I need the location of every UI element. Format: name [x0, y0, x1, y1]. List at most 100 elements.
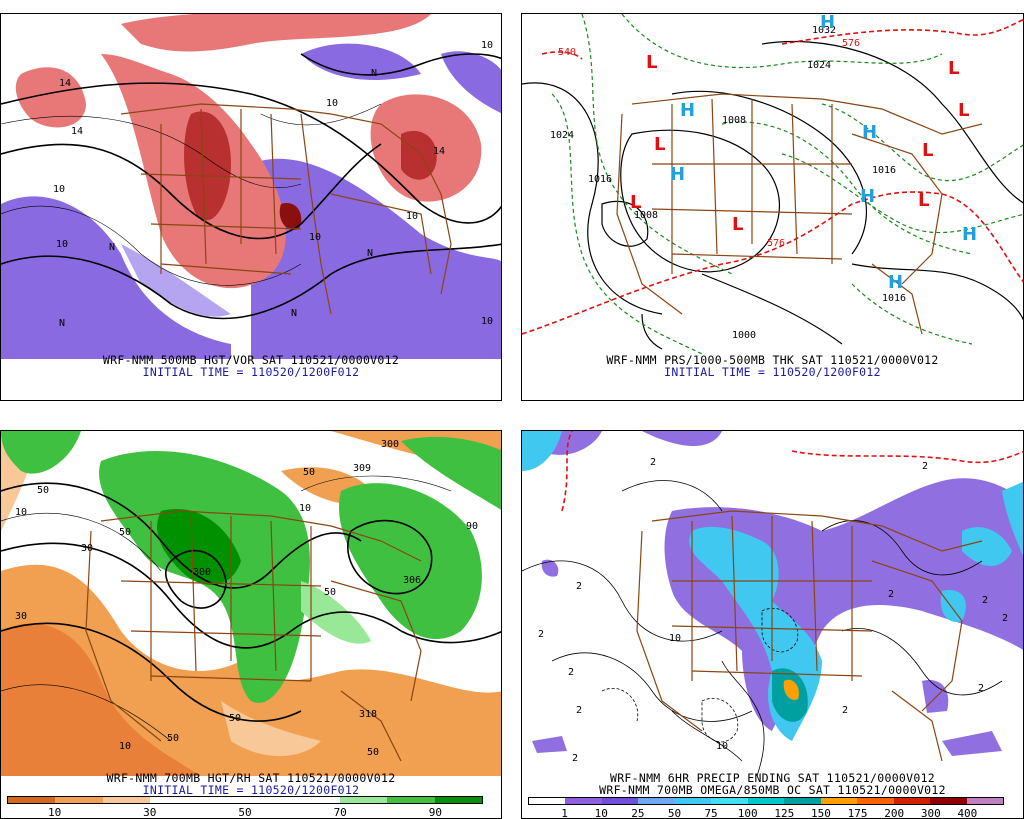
colorbar-swatch [674, 798, 712, 804]
contour-label: 10 [119, 741, 131, 752]
high-pressure-marker: H [820, 14, 835, 33]
high-pressure-marker: H [680, 100, 695, 121]
panel-500mb-hgt-vor: 14 14 10 10 10 10 14 10 10 10 N N N N N … [0, 13, 502, 401]
colorbar-swatch [292, 797, 340, 803]
colorbar-swatch [565, 798, 602, 804]
panel-caption-title: WRF-NMM PRS/1000-500MB THK SAT 110521/00… [606, 353, 939, 367]
map-precip: 2 2 2 2 2 2 10 2 2 2 10 2 2 2 [522, 431, 1023, 776]
contour-label: 10 [326, 98, 338, 109]
contour-label: 10 [15, 507, 27, 518]
contour-label: 50 [37, 485, 49, 496]
colorbar-swatch [245, 797, 293, 803]
panel-sfc-prs-thk: 1024 1016 1008 1008 1016 1016 1024 1032 … [521, 13, 1024, 401]
contour-label: 14 [59, 78, 71, 89]
low-markers: L L L L L L L L [630, 52, 969, 235]
map-700mb: 300 309 50 10 50 30 50 30 90 306 300 50 … [1, 431, 501, 776]
panel-caption-initial-time: INITIAL TIME = 110520/1200F012 [142, 365, 360, 379]
contour-label: 318 [359, 709, 377, 720]
contour-label: 300 [381, 439, 399, 450]
contour-label: 50 [367, 747, 379, 758]
low-pressure-marker: L [630, 192, 641, 213]
contour-label: 2 [978, 683, 984, 694]
high-pressure-marker: H [962, 224, 977, 245]
thickness-label: 540 [558, 47, 576, 58]
panel-caption-title: WRF-NMM 6HR PRECIP ENDING SAT 110521/000… [609, 771, 936, 785]
contour-label: 2 [576, 705, 582, 716]
colorbar-label: 150 [810, 807, 831, 819]
contour-label: 50 [119, 527, 131, 538]
colorbar-label: 25 [631, 807, 645, 819]
high-pressure-marker: H [670, 164, 685, 185]
colorbar-label: 10 [594, 807, 608, 819]
contour-label: 10 [299, 503, 311, 514]
contour-label: 2 [982, 595, 988, 606]
contour-label: N [291, 308, 297, 319]
colorbar-label: 90 [428, 806, 443, 819]
panel-precip-omega: 2 2 2 2 2 2 10 2 2 2 10 2 2 2 WRF-NMM 6H… [521, 430, 1024, 819]
colorbar-swatch [966, 798, 1004, 804]
thickness-label: 576 [767, 238, 785, 249]
colorbar-swatch [638, 798, 675, 804]
contour-label: 10 [669, 633, 681, 644]
colorbar-swatch [339, 797, 388, 803]
colorbar-swatch [8, 797, 56, 803]
low-pressure-marker: L [918, 190, 929, 211]
contour-labels: 300 309 50 10 50 30 50 30 90 306 300 50 … [15, 439, 478, 758]
contour-label: 2 [568, 667, 574, 678]
colorbar-label: 100 [737, 807, 758, 819]
isobar-label: 1016 [872, 165, 896, 176]
contour-label: 2 [576, 581, 582, 592]
isobar-label: 1032 [812, 25, 836, 36]
low-pressure-marker: L [922, 140, 933, 161]
contour-label: 2 [842, 705, 848, 716]
colorbar-label: 75 [704, 807, 718, 819]
contour-label: 14 [433, 146, 445, 157]
isobar-label: 1016 [882, 293, 906, 304]
contour-label: 2 [538, 629, 544, 640]
colorbar-label: 1 [561, 807, 568, 819]
colorbar-swatch [747, 798, 785, 804]
contour-label: 10 [481, 40, 493, 51]
isobar-label: 1024 [550, 130, 574, 141]
colorbar-swatch [601, 798, 639, 804]
contour-label: 306 [403, 575, 421, 586]
colorbar-swatch [711, 798, 748, 804]
panel-700mb-hgt-rh: 300 309 50 10 50 30 50 30 90 306 300 50 … [0, 430, 502, 819]
colorbar-swatch [434, 797, 483, 803]
colorbar-swatch [102, 797, 151, 803]
colorbar-label: 70 [333, 806, 347, 819]
contour-label: N [367, 248, 373, 259]
isobar-label: 1016 [588, 174, 612, 185]
contour-label: 90 [466, 521, 478, 532]
colorbar-swatch [784, 798, 821, 804]
panel-caption-title: WRF-NMM 500MB HGT/VOR SAT 110521/0000V01… [102, 353, 400, 367]
contour-label: 50 [303, 467, 315, 478]
contour-label: 50 [324, 587, 336, 598]
colorbar-swatch [197, 797, 246, 803]
low-pressure-marker: L [732, 214, 743, 235]
isobar-label: 1008 [722, 115, 746, 126]
colorbar-swatch [55, 797, 103, 803]
contour-label: 10 [56, 239, 68, 250]
high-markers: H H H H H H H [670, 14, 977, 293]
high-pressure-marker: H [862, 122, 877, 143]
low-pressure-marker: L [948, 58, 959, 79]
contour-labels: 14 14 10 10 10 10 14 10 10 10 N N N N N [53, 40, 493, 329]
colorbar-swatch [387, 797, 435, 803]
contour-label: 10 [53, 184, 65, 195]
rh-colorbar-labels: 10 30 50 70 90 [7, 806, 483, 818]
contour-label: 10 [481, 316, 493, 327]
panel-caption-title: WRF-NMM 700MB HGT/RH SAT 110521/0000V012 [106, 771, 396, 785]
colorbar-label: 200 [884, 807, 905, 819]
contour-label: 50 [229, 713, 241, 724]
low-pressure-marker: L [958, 100, 969, 121]
contour-label: 300 [193, 567, 211, 578]
colorbar-label: 125 [774, 807, 795, 819]
contour-labels: 2 2 2 2 2 2 10 2 2 2 10 2 2 2 [538, 457, 1008, 764]
colorbar-label: 300 [920, 807, 941, 819]
high-pressure-marker: H [888, 272, 903, 293]
colorbar-swatch [893, 798, 931, 804]
low-pressure-marker: L [654, 134, 665, 155]
contour-label: 2 [650, 457, 656, 468]
contour-label: N [371, 68, 377, 79]
